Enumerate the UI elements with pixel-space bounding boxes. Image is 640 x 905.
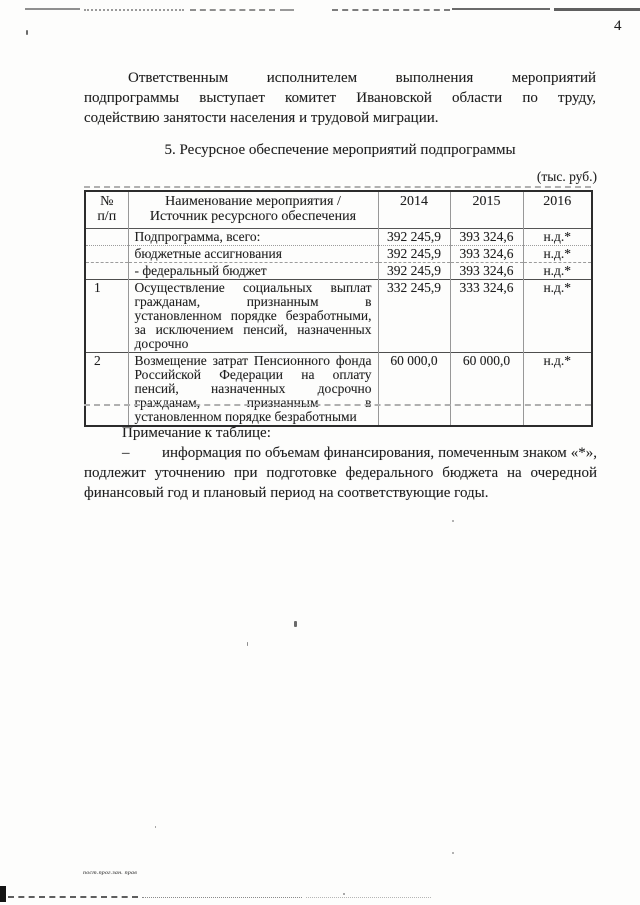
- header-cell-2015: 2015: [449, 191, 523, 229]
- scan-line-artifact: [84, 404, 591, 406]
- scan-edge-artifact: [332, 9, 450, 11]
- cell-2016: н.д.*: [522, 352, 592, 426]
- table-row: Подпрограмма, всего: 392 245,9 393 324,6…: [85, 228, 592, 246]
- cell-num: 1: [94, 280, 101, 295]
- resource-table-wrap: № п/п Наименование мероприятия / Источни…: [84, 190, 593, 427]
- cell-name: Возмещение затрат Пенсионного фонда Росс…: [127, 352, 378, 426]
- cell-2015: 393 324,6: [449, 228, 523, 246]
- scan-speck: [247, 642, 248, 646]
- scan-speck: [452, 852, 454, 854]
- scan-speck: [26, 30, 28, 35]
- cell-num: [85, 246, 128, 263]
- cell-2014: 392 245,9: [377, 228, 450, 246]
- scan-line-artifact: [84, 186, 591, 188]
- note-dash: –: [122, 445, 130, 461]
- table-row: 2 Возмещение затрат Пенсионного фонда Ро…: [85, 352, 592, 426]
- cell-2016: н.д.*: [522, 228, 592, 246]
- table-row: - федеральный бюджет 392 245,9 393 324,6…: [85, 262, 592, 280]
- cell-2014: 392 245,9: [377, 262, 450, 280]
- header-cell-num: № п/п: [85, 191, 128, 229]
- scan-edge-artifact: [280, 9, 294, 11]
- cell-2016: н.д.*: [522, 262, 592, 280]
- cell-2014: 60 000,0: [377, 352, 450, 426]
- header-cell-2016: 2016: [522, 191, 592, 229]
- scan-edge-artifact: [8, 896, 138, 898]
- scan-edge-artifact: [25, 8, 80, 10]
- header-cell-name: Наименование мероприятия / Источник ресу…: [127, 191, 378, 229]
- page-number: 4: [614, 18, 622, 34]
- header-name-line2: Источник ресурсного обеспечения: [149, 209, 357, 224]
- section-heading: 5. Ресурсное обеспечение мероприятий под…: [164, 142, 516, 158]
- cell-2016: н.д.*: [522, 279, 592, 353]
- scan-speck: [343, 893, 345, 895]
- scan-speck: [452, 520, 454, 522]
- note-text: информация по объемам финансирования, по…: [84, 445, 597, 501]
- cell-2015: 60 000,0: [449, 352, 523, 426]
- scan-edge-artifact: [452, 8, 550, 10]
- table-header-row: № п/п Наименование мероприятия / Источни…: [85, 191, 592, 229]
- table-row: бюджетные ассигнования 392 245,9 393 324…: [85, 245, 592, 263]
- cell-num: [85, 229, 128, 246]
- units-note: (тыс. руб.): [536, 169, 597, 184]
- paragraph-line: подпрограммы выступает комитет Ивановско…: [84, 90, 596, 106]
- scan-edge-artifact: [306, 897, 431, 898]
- header-num-line2: п/п: [97, 209, 117, 224]
- cell-2014: 392 245,9: [377, 245, 450, 263]
- cell-num: [85, 263, 128, 280]
- intro-paragraph: Ответственным исполнителем выполнения ме…: [84, 68, 596, 128]
- cell-2016: н.д.*: [522, 245, 592, 263]
- scan-edge-artifact: [190, 9, 275, 11]
- cell-name: Осуществление социальных выплат граждана…: [127, 279, 378, 353]
- scan-edge-artifact: [554, 8, 640, 11]
- scan-corner-mark: [0, 886, 6, 902]
- table-row: 1 Осуществление социальных выплат гражда…: [85, 279, 592, 353]
- cell-num: 2: [94, 353, 101, 368]
- cell-name: бюджетные ассигнования: [127, 245, 378, 263]
- header-num-line1: №: [100, 194, 114, 209]
- cell-name: - федеральный бюджет: [127, 262, 378, 280]
- paragraph-line: содействию занятости населения и трудово…: [84, 110, 439, 126]
- cell-2015: 393 324,6: [449, 262, 523, 280]
- scan-edge-artifact: [84, 9, 184, 11]
- scan-speck: [155, 826, 156, 828]
- table-note: Примечание к таблице: – информация по объ…: [84, 423, 597, 503]
- cell-name: Подпрограмма, всего:: [127, 228, 378, 246]
- cell-2015: 333 324,6: [449, 279, 523, 353]
- header-name-line1: Наименование мероприятия /: [165, 194, 341, 209]
- header-cell-2014: 2014: [377, 191, 450, 229]
- cell-2015: 393 324,6: [449, 245, 523, 263]
- note-paragraph: – информация по объемам финансирования, п…: [84, 443, 597, 503]
- scan-edge-artifact: [142, 897, 302, 898]
- footer-imprint: пост.прог.зан. прав: [83, 870, 138, 876]
- cell-2014: 332 245,9: [377, 279, 450, 353]
- scan-speck: [294, 621, 297, 627]
- paragraph-line: Ответственным исполнителем выполнения ме…: [128, 70, 596, 86]
- resource-table: № п/п Наименование мероприятия / Источни…: [84, 190, 593, 427]
- note-title: Примечание к таблице:: [122, 425, 271, 441]
